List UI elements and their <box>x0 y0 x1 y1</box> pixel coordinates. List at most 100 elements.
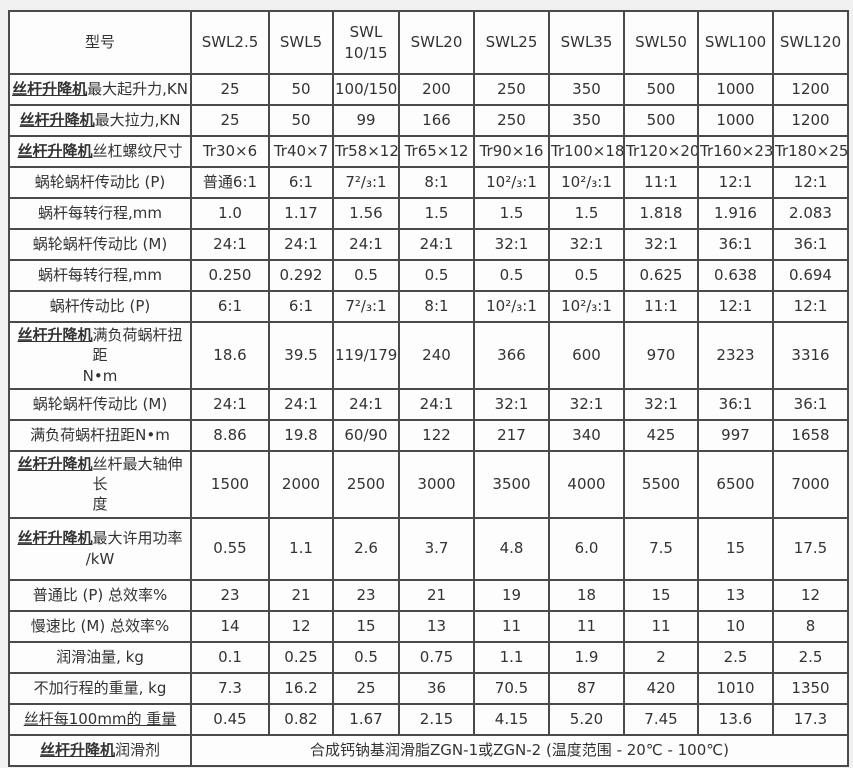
value-cell: 7000 <box>772 449 849 519</box>
merged-value-cell: 合成钙钠基润滑脂ZGN-1或ZGN-2 (温度范围 - 20℃ - 100℃) <box>190 733 849 767</box>
table-row: 蜗轮蜗杆传动比 (M) 24:1 24:1 24:1 24:1 32:1 32:1 32:1 3… <box>8 387 849 421</box>
header-model-label: 型号 <box>8 10 192 75</box>
value-cell: 250 <box>473 104 550 137</box>
value-cell: 11 <box>623 609 699 643</box>
value-cell: 7.45 <box>623 702 699 736</box>
column-header: SWL20 <box>398 10 475 75</box>
value-cell: 50 <box>268 104 334 137</box>
value-cell: 15 <box>332 609 400 643</box>
spec-table-head: 型号 SWL2.5 SWL5 SWL 10/15 SWL20 SWL25 SWL35 SWL5… <box>8 10 849 75</box>
value-cell: 1200 <box>772 104 849 137</box>
value-cell: 32:1 <box>623 387 699 421</box>
value-cell: 6.0 <box>548 516 625 581</box>
value-cell: 0.5 <box>398 259 475 292</box>
value-cell: 1.818 <box>623 197 699 230</box>
row-label: 丝杆升降机最大许用功率 /kW <box>8 516 192 581</box>
value-cell: 425 <box>623 418 699 452</box>
value-cell: 0.82 <box>268 702 334 736</box>
value-cell: 8:1 <box>398 166 475 199</box>
column-header: SWL100 <box>697 10 774 75</box>
value-cell: 0.292 <box>268 259 334 292</box>
value-cell: 11 <box>473 609 550 643</box>
value-cell: 122 <box>398 418 475 452</box>
row-label: 丝杆升降机丝杠螺纹尺寸 <box>8 135 192 168</box>
value-cell: 23 <box>332 578 400 612</box>
value-cell: 24:1 <box>398 387 475 421</box>
row-label-text: 蜗轮蜗杆传动比 (M) <box>32 235 168 254</box>
value-cell: 24:1 <box>268 228 334 261</box>
value-cell: 60/90 <box>332 418 400 452</box>
value-cell: 1350 <box>772 671 849 705</box>
value-cell: 1.1 <box>268 516 334 581</box>
value-cell: 10²/₃:1 <box>473 166 550 199</box>
value-cell: 32:1 <box>623 228 699 261</box>
row-label: 蜗杆传动比 (P) <box>8 290 192 323</box>
value-cell: 23 <box>190 578 270 612</box>
value-cell: 6:1 <box>268 290 334 323</box>
row-label-prefix: 丝杆升降机 <box>17 142 93 161</box>
value-cell: 1500 <box>190 449 270 519</box>
value-cell: 21 <box>268 578 334 612</box>
value-cell: 0.625 <box>623 259 699 292</box>
table-row: 丝杆升降机最大拉力,KN 25 50 99 166 250 350 500 1000 1200 <box>8 104 849 137</box>
value-cell: 12:1 <box>772 166 849 199</box>
table-row: 慢速比 (M) 总效率% 14 12 15 13 11 11 11 10 8 <box>8 609 849 643</box>
value-cell: 1658 <box>772 418 849 452</box>
value-cell: 2.15 <box>398 702 475 736</box>
value-cell: 0.250 <box>190 259 270 292</box>
row-label-text: 丝杠螺纹尺寸 <box>92 142 183 161</box>
value-cell: 99 <box>332 104 400 137</box>
value-cell: 24:1 <box>332 387 400 421</box>
value-cell: 3000 <box>398 449 475 519</box>
table-row: 蜗轮蜗杆传动比 (P) 普通6:1 6:1 7²/₃:1 8:1 10²/₃:1 10²/₃… <box>8 166 849 199</box>
value-cell: 87 <box>548 671 625 705</box>
header-row: 型号 SWL2.5 SWL5 SWL 10/15 SWL20 SWL25 SWL35 SWL5… <box>8 10 849 75</box>
row-label-text: 最大拉力,KN <box>94 111 181 130</box>
row-label-text: 不加行程的重量, kg <box>33 678 167 697</box>
value-cell: 12:1 <box>697 290 774 323</box>
value-cell: 10 <box>697 609 774 643</box>
value-cell: 32:1 <box>548 228 625 261</box>
value-cell: 0.5 <box>332 259 400 292</box>
value-cell: 7²/₃:1 <box>332 290 400 323</box>
row-label: 蜗杆每转行程,mm <box>8 259 192 292</box>
row-label-text: 普通比 (P) 总效率% <box>32 585 168 604</box>
value-cell: 10²/₃:1 <box>548 166 625 199</box>
value-cell: 240 <box>398 321 475 390</box>
table-row: 润滑油量, kg 0.1 0.25 0.5 0.75 1.1 1.9 2 2.5 2.5 <box>8 640 849 674</box>
value-cell: 19 <box>473 578 550 612</box>
value-cell: 4000 <box>548 449 625 519</box>
row-label: 丝杆每100mm的 重量 <box>8 702 192 736</box>
table-row: 蜗杆每转行程,mm 1.0 1.17 1.56 1.5 1.5 1.5 1.818 1.916 2… <box>8 197 849 230</box>
value-cell: 10²/₃:1 <box>548 290 625 323</box>
row-label-text: 润滑剂 <box>115 740 161 759</box>
value-cell: 12:1 <box>772 290 849 323</box>
value-cell: Tr160×23 <box>697 135 774 168</box>
value-cell: 39.5 <box>268 321 334 390</box>
row-label-prefix: 丝杆升降机 <box>12 80 88 99</box>
column-header: SWL5 <box>268 10 334 75</box>
value-cell: 70.5 <box>473 671 550 705</box>
value-cell: 13 <box>398 609 475 643</box>
table-row: 丝杆每100mm的 重量 0.45 0.82 1.67 2.15 4.15 5.20 7.45… <box>8 702 849 736</box>
table-row: 丝杆升降机丝杆最大轴伸长 度 1500 2000 2500 3000 3500 4000 55… <box>8 449 849 519</box>
value-cell: 3.7 <box>398 516 475 581</box>
row-label-text: 慢速比 (M) 总效率% <box>30 616 170 635</box>
value-cell: 217 <box>473 418 550 452</box>
value-cell: 2000 <box>268 449 334 519</box>
value-cell: 8:1 <box>398 290 475 323</box>
row-label: 丝杆升降机最大起升力,KN <box>8 73 192 106</box>
value-cell: 1.5 <box>473 197 550 230</box>
value-cell: 2.5 <box>772 640 849 674</box>
value-cell: Tr180×25 <box>772 135 849 168</box>
value-cell: 32:1 <box>548 387 625 421</box>
value-cell: 0.5 <box>473 259 550 292</box>
row-label-prefix: 丝杆升降机 <box>17 529 93 548</box>
table-row: 蜗轮蜗杆传动比 (M) 24:1 24:1 24:1 24:1 32:1 32:1 32:1 3… <box>8 228 849 261</box>
value-cell: 350 <box>548 104 625 137</box>
value-cell: 2.5 <box>697 640 774 674</box>
value-cell: 420 <box>623 671 699 705</box>
value-cell: 7.5 <box>623 516 699 581</box>
value-cell: Tr120×20 <box>623 135 699 168</box>
value-cell: 100/150 <box>332 73 400 106</box>
